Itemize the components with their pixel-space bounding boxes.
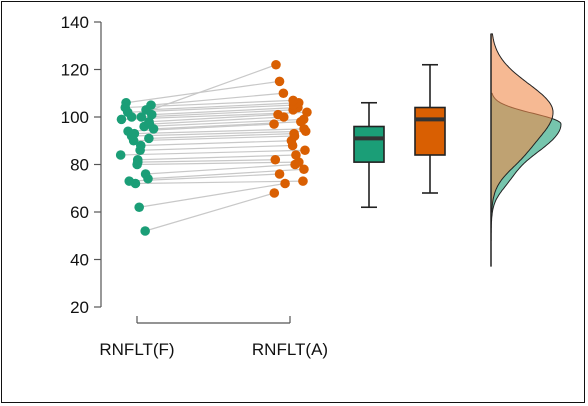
y-tick-label: 60 xyxy=(70,203,89,222)
point-a xyxy=(270,155,280,165)
point-f xyxy=(123,126,133,136)
pair-line xyxy=(141,141,292,146)
y-tick-label: 140 xyxy=(61,13,89,32)
y-tick-label: 120 xyxy=(61,61,89,80)
point-f xyxy=(134,202,144,212)
x-axis: RNFLT(F) RNFLT(A) xyxy=(99,316,328,359)
point-f xyxy=(124,176,134,186)
point-a xyxy=(270,188,280,198)
pair-line xyxy=(145,193,274,231)
pair-line xyxy=(146,165,295,175)
point-a xyxy=(302,107,312,117)
point-f xyxy=(141,169,151,179)
pair-line xyxy=(121,150,305,155)
pair-line xyxy=(135,181,302,183)
point-a xyxy=(275,77,285,87)
point-a xyxy=(298,176,308,186)
point-a xyxy=(271,60,281,70)
pair-line xyxy=(140,146,292,151)
point-a xyxy=(300,145,310,155)
point-f xyxy=(140,226,150,236)
pair-line xyxy=(139,184,285,208)
pair-lines xyxy=(121,65,307,231)
density-clouds xyxy=(491,34,561,267)
point-a xyxy=(291,150,301,160)
point-a xyxy=(269,119,279,129)
pair-line xyxy=(138,160,275,162)
box-body xyxy=(415,108,445,156)
y-tick-label: 80 xyxy=(70,156,89,175)
y-tick-label: 40 xyxy=(70,251,89,270)
point-a xyxy=(275,169,285,179)
point-a xyxy=(289,129,299,139)
point-f xyxy=(144,134,154,144)
point-a xyxy=(288,96,298,106)
box-body xyxy=(354,127,384,163)
y-axis: 20 40 60 80 100 120 140 xyxy=(61,13,101,317)
point-a xyxy=(273,110,283,120)
boxplots xyxy=(354,65,445,208)
point-a xyxy=(279,88,289,98)
point-f xyxy=(121,98,131,108)
y-tick-label: 20 xyxy=(70,298,89,317)
point-f xyxy=(127,112,137,122)
point-a xyxy=(280,179,290,189)
y-tick-label: 100 xyxy=(61,108,89,127)
point-f xyxy=(146,100,156,110)
pair-line xyxy=(126,81,279,102)
x-tick-label: RNFLT(F) xyxy=(99,340,174,359)
point-f xyxy=(116,150,126,160)
x-tick-label: RNFLT(A) xyxy=(252,340,328,359)
point-f xyxy=(133,155,143,165)
